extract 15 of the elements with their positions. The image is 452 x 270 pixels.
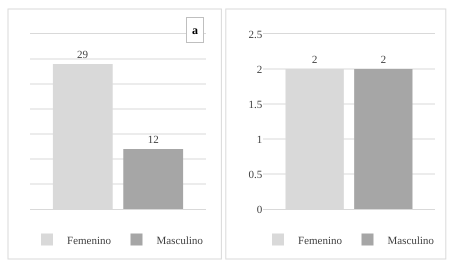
legend-label: Femenino <box>67 234 112 247</box>
y-tick-label: 1.5 <box>248 98 263 111</box>
y-tick-label: 2.5 <box>248 28 263 41</box>
legend-label: Masculino <box>387 234 434 247</box>
y-tick-label: 0 <box>256 204 263 216</box>
data-label: 2 <box>380 54 386 66</box>
legend-label: Femenino <box>298 234 342 247</box>
annotation: a <box>192 23 198 37</box>
data-label: 2 <box>312 54 318 66</box>
legend-label: Masculino <box>156 234 204 247</box>
y-tick-label: 2 <box>256 64 262 76</box>
y-tick-label: 1 <box>256 134 262 146</box>
data-label: 29 <box>77 49 89 61</box>
y-tick-label: 0.5 <box>248 168 263 181</box>
data-label: 12 <box>148 134 159 146</box>
